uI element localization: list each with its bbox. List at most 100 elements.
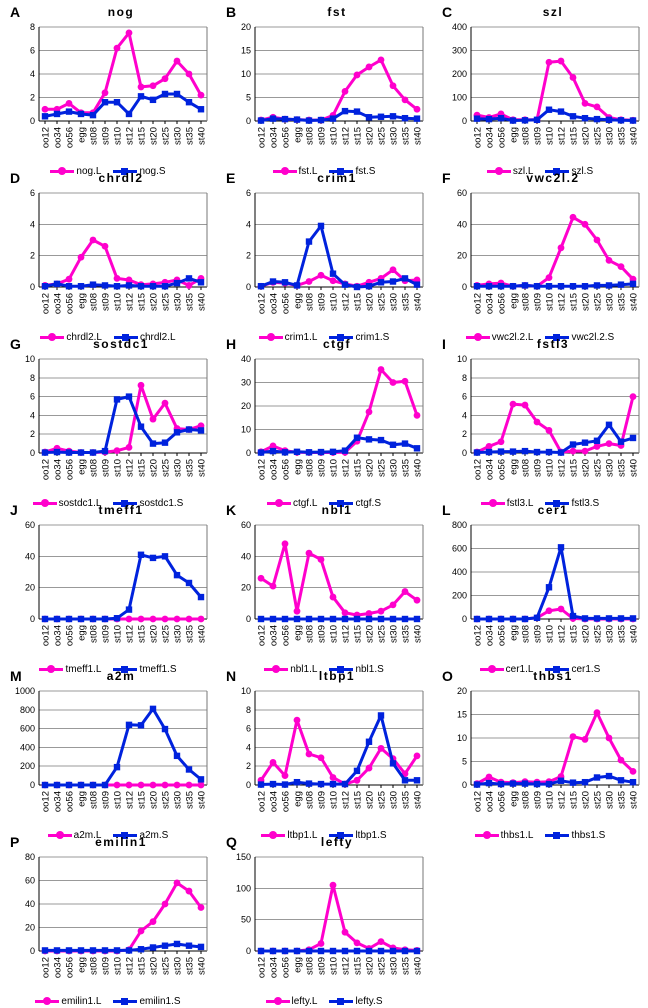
svg-text:st12: st12: [557, 625, 568, 643]
legend-item: ctgf.L: [266, 497, 318, 509]
svg-text:st30: st30: [605, 127, 616, 145]
chart-title: ltbp1: [318, 669, 356, 683]
legend-label: nog.S: [139, 165, 166, 177]
legend-item: emilin1.S: [113, 995, 181, 1007]
svg-text:0: 0: [246, 780, 251, 790]
legend-item: tmeff1.S: [113, 663, 177, 675]
svg-text:20: 20: [241, 583, 251, 593]
chart-legend: lefty.L lefty.S: [216, 994, 432, 1008]
svg-text:st10: st10: [329, 791, 340, 809]
svg-text:st15: st15: [569, 293, 580, 311]
svg-text:st40: st40: [413, 791, 424, 809]
line-chart-emilin1: 0 20 40 60 80 oo12 oo34 oo56 egg st08 st09 st10 st12…: [25, 852, 208, 978]
svg-text:800: 800: [452, 520, 467, 530]
legend-circle-marker-icon: [474, 831, 499, 839]
svg-text:st30: st30: [173, 625, 184, 643]
svg-text:st35: st35: [401, 625, 412, 643]
svg-text:st40: st40: [629, 127, 640, 145]
panel-letter: O: [442, 668, 453, 684]
svg-text:st30: st30: [173, 127, 184, 145]
svg-text:6: 6: [30, 46, 35, 56]
legend-square-marker-icon: [113, 831, 138, 839]
svg-text:oo12: oo12: [473, 293, 484, 314]
panel-letter: K: [226, 502, 237, 518]
svg-text:0: 0: [246, 116, 251, 126]
svg-text:st12: st12: [341, 957, 352, 975]
svg-text:st25: st25: [161, 293, 172, 311]
chart-title: vwc2l.2: [526, 171, 580, 185]
svg-text:st30: st30: [389, 459, 400, 477]
svg-text:st15: st15: [569, 791, 580, 809]
chart-legend: vwc2l.2.L vwc2l.2.S: [432, 330, 648, 344]
panel-letter: A: [10, 4, 21, 20]
svg-text:st15: st15: [137, 293, 148, 311]
legend-item: chrdl2.L: [114, 332, 176, 343]
svg-text:oo56: oo56: [281, 625, 292, 646]
svg-text:oo12: oo12: [473, 127, 484, 148]
chart-legend: cer1.L cer1.S: [432, 662, 648, 676]
legend-circle-marker-icon: [261, 831, 286, 839]
svg-text:40: 40: [241, 354, 251, 364]
svg-text:st09: st09: [317, 625, 328, 643]
svg-text:st12: st12: [125, 459, 136, 477]
legend-label: nbl1.S: [355, 663, 384, 675]
legend-item: emilin1.L: [35, 996, 101, 1007]
svg-text:st30: st30: [173, 957, 184, 975]
svg-text:st15: st15: [569, 459, 580, 477]
svg-text:st15: st15: [569, 625, 580, 643]
svg-text:8: 8: [30, 22, 35, 32]
svg-text:st15: st15: [353, 625, 364, 643]
svg-text:st20: st20: [581, 293, 592, 311]
svg-text:oo34: oo34: [485, 127, 496, 148]
svg-text:egg: egg: [509, 293, 520, 309]
legend-square-marker-icon: [329, 499, 354, 507]
svg-text:st35: st35: [617, 459, 628, 477]
svg-text:st40: st40: [197, 293, 208, 311]
legend-label: fst.S: [355, 165, 376, 177]
legend-label: ctgf.L: [292, 497, 318, 509]
svg-text:st20: st20: [365, 625, 376, 643]
legend-item: sostdc1.L: [32, 498, 101, 509]
legend-item: a2m.S: [113, 830, 168, 841]
svg-text:st12: st12: [125, 791, 136, 809]
svg-text:oo56: oo56: [281, 127, 292, 148]
svg-text:st25: st25: [593, 791, 604, 809]
svg-text:oo56: oo56: [497, 625, 508, 646]
legend-label: tmeff1.S: [139, 663, 177, 675]
svg-text:0: 0: [30, 614, 35, 624]
svg-text:st15: st15: [353, 293, 364, 311]
svg-text:st12: st12: [341, 625, 352, 643]
panel-letter: I: [442, 336, 446, 352]
svg-text:oo12: oo12: [41, 459, 52, 480]
svg-text:oo34: oo34: [485, 293, 496, 314]
svg-text:st08: st08: [305, 127, 316, 145]
svg-text:st08: st08: [305, 459, 316, 477]
svg-text:st10: st10: [113, 127, 124, 145]
chart-title: fstl3: [536, 337, 570, 351]
chart-title: nog: [107, 5, 135, 19]
svg-text:st30: st30: [173, 791, 184, 809]
legend-circle-marker-icon: [39, 665, 64, 673]
svg-text:200: 200: [452, 591, 467, 601]
svg-text:st08: st08: [89, 957, 100, 975]
legend-label: ltbp1.S: [355, 829, 387, 841]
legend-label: emilin1.S: [139, 995, 181, 1007]
svg-text:150: 150: [236, 852, 251, 862]
svg-text:egg: egg: [77, 127, 88, 143]
svg-text:st35: st35: [401, 293, 412, 311]
chart-title: fst: [327, 5, 347, 19]
svg-text:0: 0: [462, 780, 467, 790]
legend-item: ltbp1.L: [261, 830, 317, 841]
svg-text:st40: st40: [413, 127, 424, 145]
svg-text:6: 6: [30, 392, 35, 402]
